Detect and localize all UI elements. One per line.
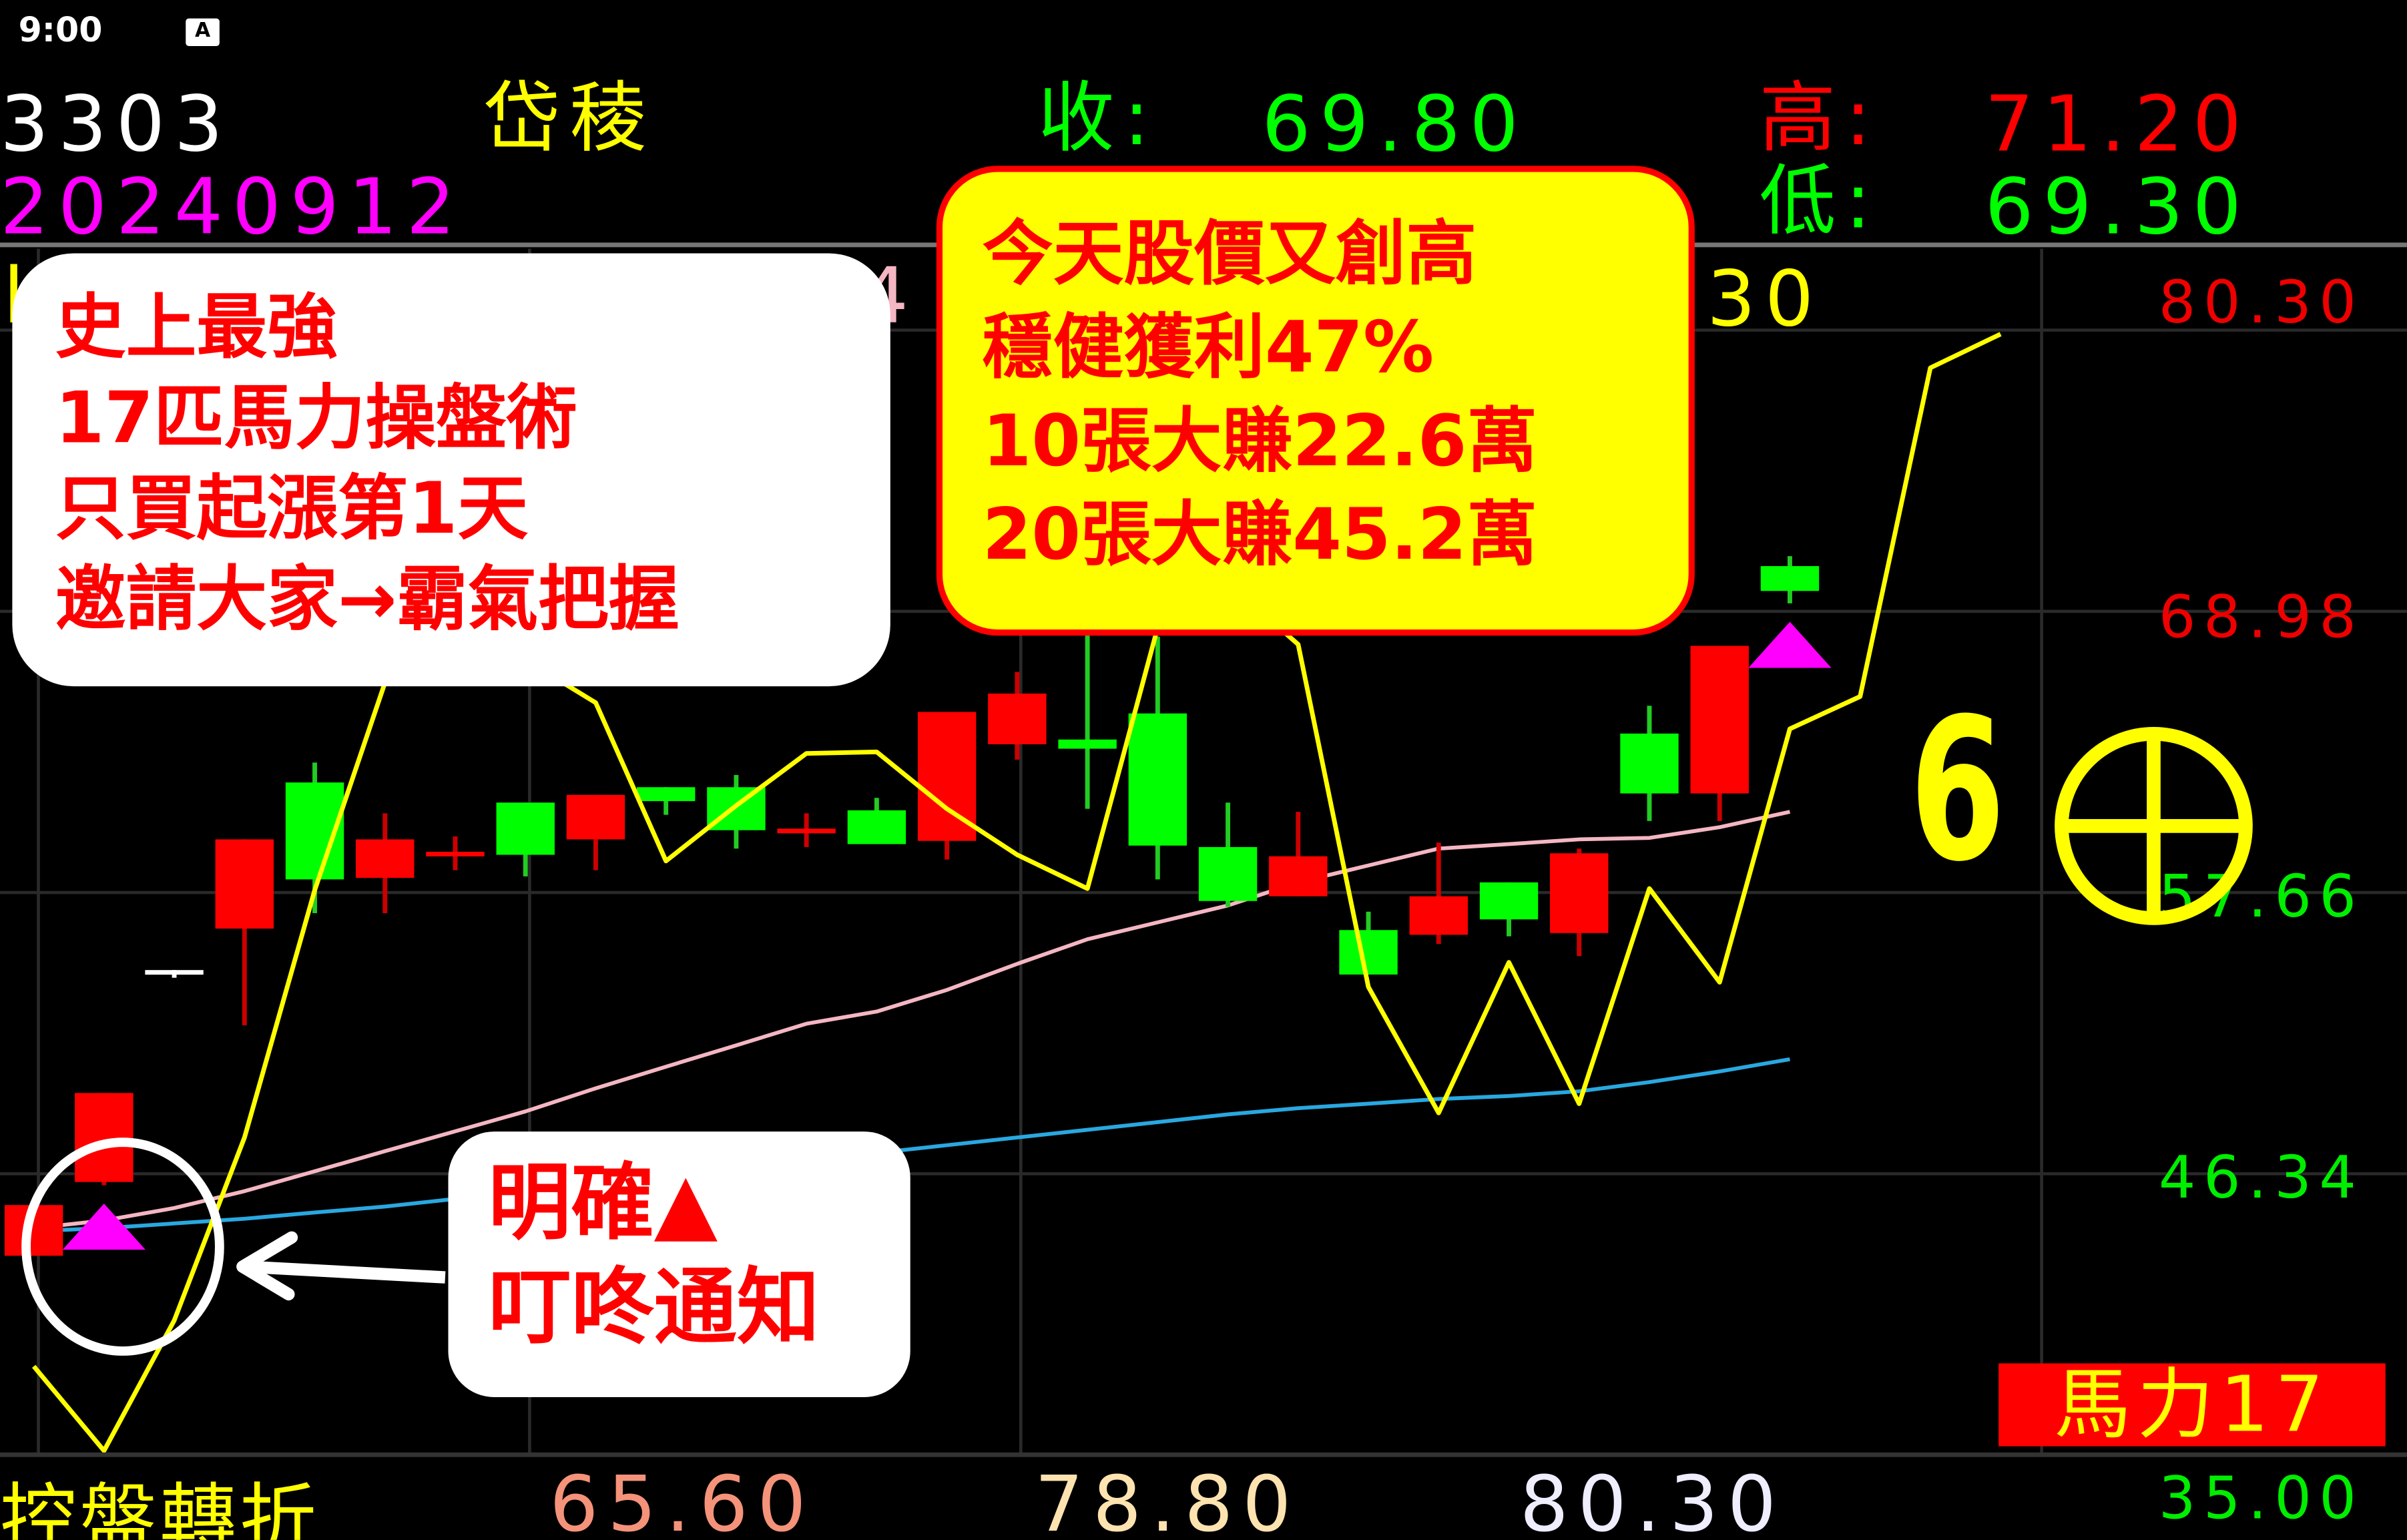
y-tick-label: 68.98 bbox=[2158, 583, 2364, 652]
candle-body bbox=[847, 810, 906, 844]
candle-body bbox=[4, 1205, 63, 1256]
candle-body bbox=[1550, 853, 1609, 933]
signal-callout: 明確▲ 叮咚通知 bbox=[448, 1131, 910, 1397]
notification-a-icon: A bbox=[186, 18, 220, 46]
candle-body bbox=[145, 970, 204, 975]
high-label: 高: bbox=[1759, 73, 1880, 163]
y-tick-label: 80.30 bbox=[2158, 268, 2364, 336]
candle-body bbox=[356, 839, 415, 878]
high-value: 71.20 bbox=[1984, 79, 2251, 169]
candle-body bbox=[637, 787, 696, 802]
promo-line: 史上最強 bbox=[55, 285, 338, 368]
promo-line: 17匹馬力操盤術 bbox=[55, 376, 577, 459]
horsepower-badge: 馬力17 bbox=[1998, 1363, 2386, 1447]
profit-callout: 今天股價又創高 穩健獲利47% 10張大賺22.6萬 20張大賺45.2萬 bbox=[936, 166, 1695, 636]
y-tick-label: 46.34 bbox=[2158, 1143, 2364, 1212]
candle-body bbox=[496, 802, 555, 855]
candle-body bbox=[1409, 896, 1468, 935]
promo-line: 邀請大家→霸氣把握 bbox=[55, 557, 680, 641]
trade-date: 20240912 bbox=[0, 162, 465, 252]
y-tick-label-min: 35.00 bbox=[2158, 1465, 2364, 1533]
candle-body bbox=[566, 794, 625, 840]
candle-body bbox=[1620, 733, 1679, 794]
badge-number: 6 bbox=[1909, 677, 2006, 906]
candle-body bbox=[1058, 739, 1117, 749]
ma-long-line bbox=[33, 1057, 1790, 1234]
candle-body bbox=[1690, 646, 1749, 794]
candle-body bbox=[1198, 846, 1258, 901]
ma-legend-right: .30 bbox=[1673, 254, 1823, 344]
candle-body bbox=[1479, 882, 1539, 920]
promo-line: 只買起漲第1天 bbox=[55, 467, 529, 550]
indicator-line bbox=[31, 332, 2002, 1453]
close-value: 69.80 bbox=[1262, 79, 1528, 169]
close-label: 收: bbox=[1037, 73, 1159, 163]
y-tick-label: 57.66 bbox=[2158, 862, 2364, 931]
candle-body bbox=[988, 693, 1047, 744]
candle-body bbox=[215, 839, 274, 929]
promo-callout: 史上最強 17匹馬力操盤術 只買起漲第1天 邀請大家→霸氣把握 bbox=[12, 253, 890, 687]
candle-body bbox=[1128, 713, 1187, 846]
stock-name: 岱稜 bbox=[483, 73, 655, 163]
candle-body bbox=[1760, 566, 1820, 591]
footer-value-1: 65.60 bbox=[549, 1460, 816, 1540]
profit-line: 10張大賺22.6萬 bbox=[982, 399, 1538, 483]
footer-value-3: 80.30 bbox=[1519, 1460, 1786, 1540]
stock-code: 3303 bbox=[0, 79, 232, 169]
low-value: 69.30 bbox=[1984, 162, 2251, 252]
signal-line: 明確▲ bbox=[488, 1154, 718, 1252]
buy-signal-triangle bbox=[1748, 621, 1832, 668]
candle-body bbox=[1269, 856, 1328, 896]
ma-mid-line bbox=[33, 810, 1791, 1230]
profit-line: 20張大賺45.2萬 bbox=[982, 493, 1538, 576]
candle-body bbox=[1339, 930, 1398, 975]
profit-line: 穩健獲利47% bbox=[982, 305, 1434, 389]
candle-body bbox=[426, 852, 485, 856]
candle-body bbox=[75, 1093, 133, 1182]
footer-value-2: 78.80 bbox=[1034, 1460, 1301, 1540]
low-label: 低: bbox=[1759, 156, 1880, 246]
profit-line: 今天股價又創高 bbox=[982, 212, 1477, 295]
footer-divider bbox=[0, 1452, 2407, 1457]
candle-body bbox=[777, 828, 836, 834]
status-time: 9:00 bbox=[18, 12, 103, 51]
signal-line: 叮咚通知 bbox=[488, 1259, 820, 1356]
footer-title: 控盤轉折 bbox=[0, 1475, 320, 1540]
